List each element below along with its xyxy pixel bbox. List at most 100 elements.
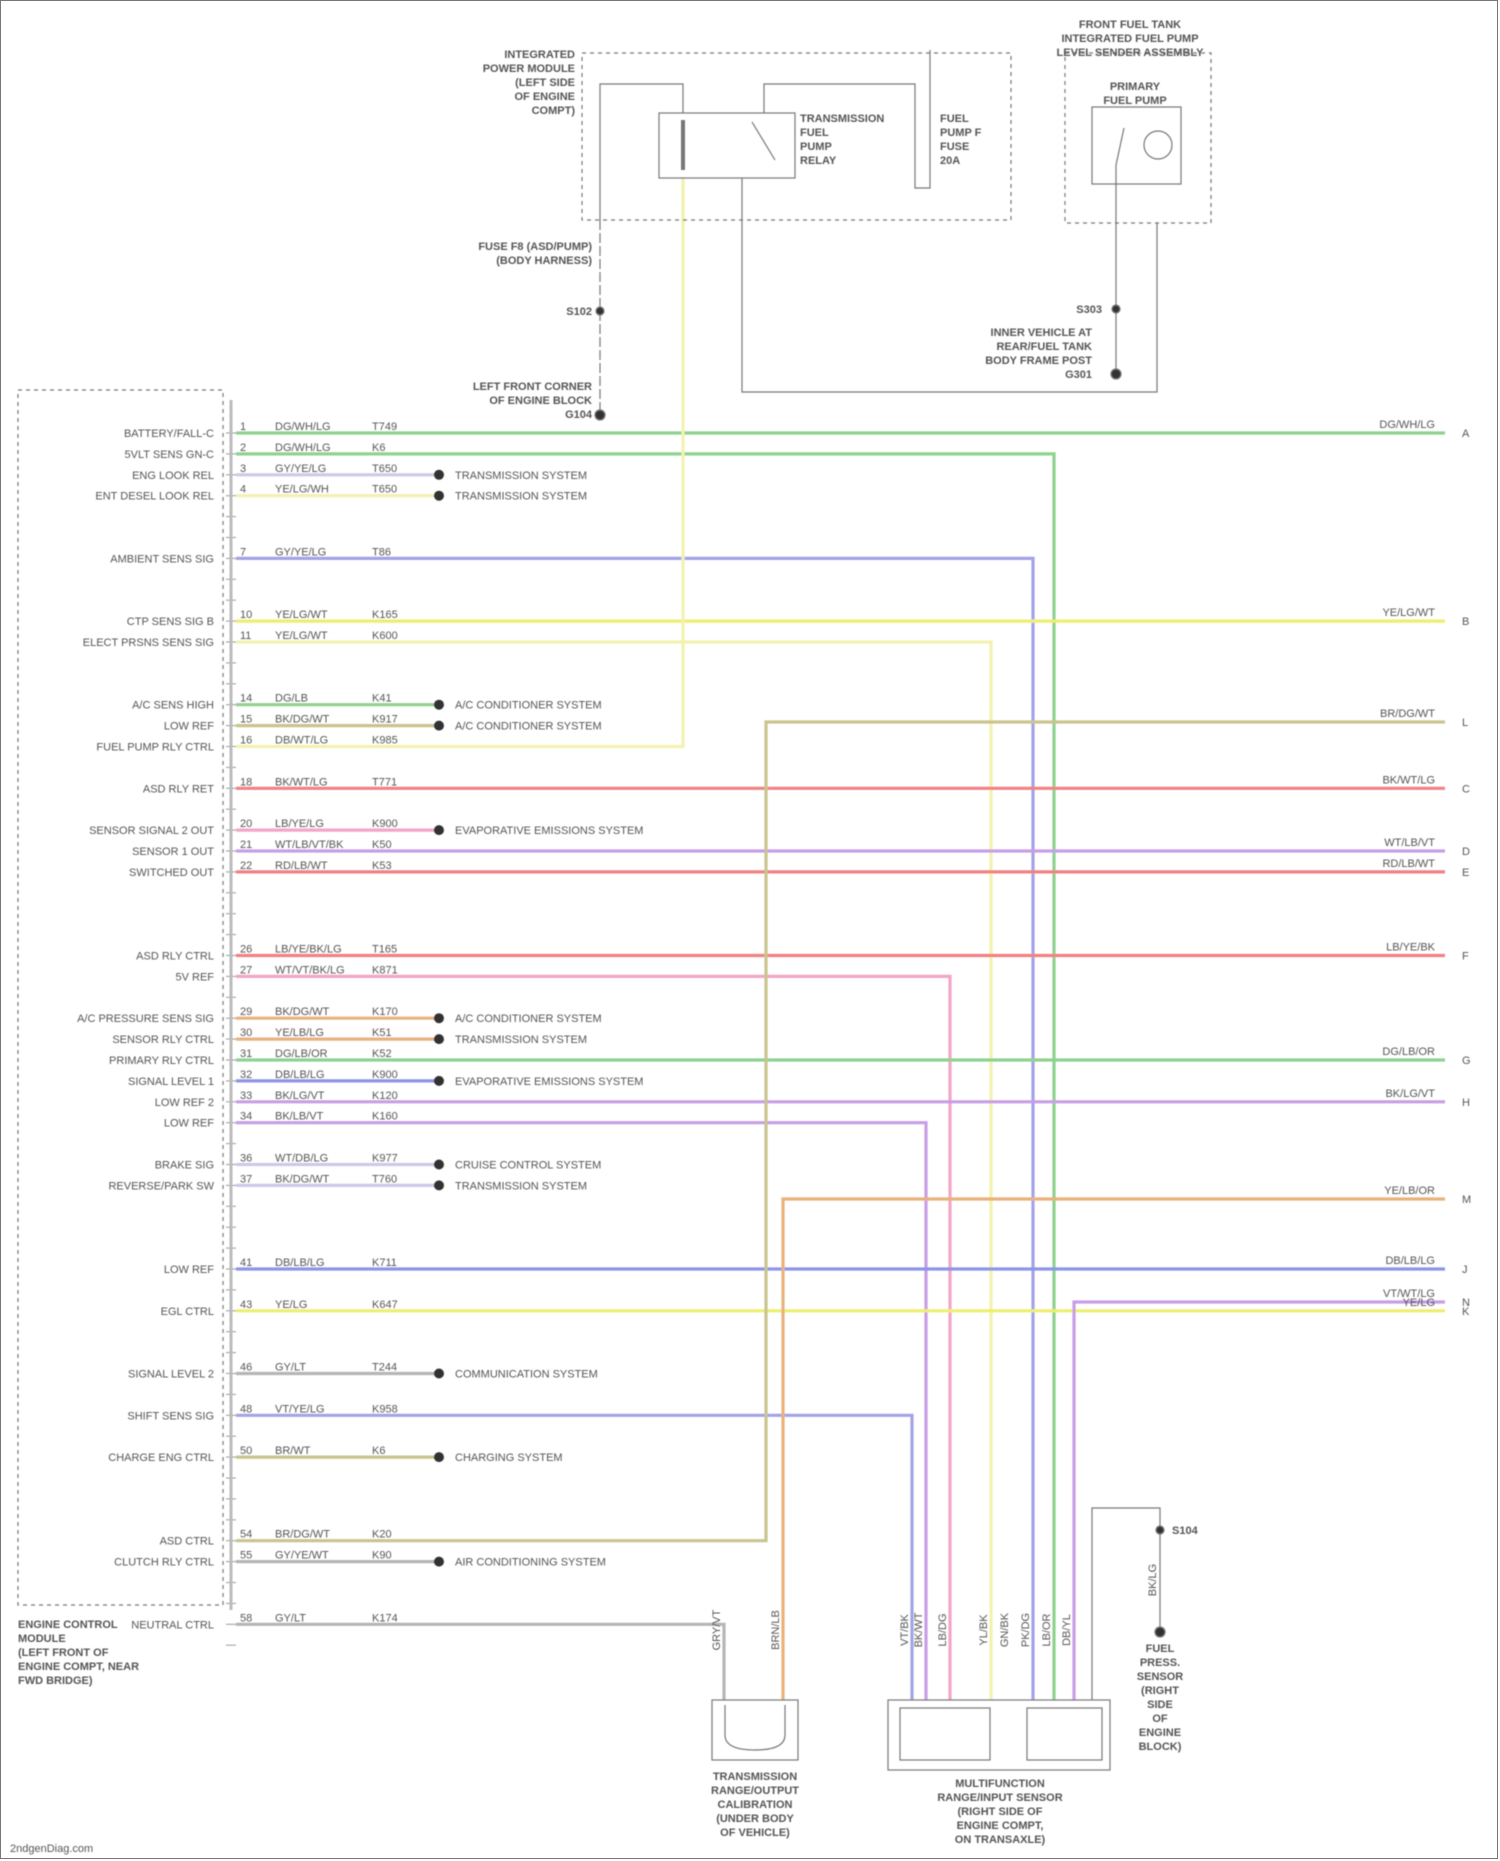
relay-label: PUMP <box>800 141 832 153</box>
switch-right-label: PRESS. <box>1140 1657 1180 1669</box>
wire-color-code: BK/WT/LG <box>275 776 328 788</box>
connection-dot <box>434 1159 444 1170</box>
fuel-level-sender-icon <box>1115 127 1125 166</box>
splice-dot-left <box>595 306 605 316</box>
fuse-ref-label: (BODY HARNESS) <box>496 255 592 267</box>
pin-function-label: ENT DESEL LOOK REL <box>95 491 214 503</box>
bottom-wire-label: LB/DG <box>937 1613 949 1646</box>
wire-pin-2 <box>236 452 1056 1700</box>
connector-letter: H <box>1462 1097 1470 1109</box>
circuit-number: K170 <box>372 1006 398 1018</box>
destination-system-label: TRANSMISSION SYSTEM <box>455 1034 587 1046</box>
wire-color-code: DG/LB <box>275 693 308 705</box>
multifunction-connector-right <box>1026 1707 1103 1761</box>
pin-function-label: ELECT PRSNS SENS SIG <box>83 637 214 649</box>
sensor-mid-label: RANGE/INPUT SENSOR <box>937 1792 1062 1804</box>
multifunction-sensor-box <box>887 1699 1111 1771</box>
circuit-number: T165 <box>372 944 397 956</box>
bottom-wire-label: BRN/LB <box>770 1610 782 1650</box>
pin-function-label: FUEL PUMP RLY CTRL <box>96 742 214 754</box>
circuit-number: K51 <box>372 1027 392 1039</box>
right-wire-label: DG/WH/LG <box>1379 419 1435 431</box>
connector-letter: M <box>1462 1194 1471 1206</box>
destination-system-label: CRUISE CONTROL SYSTEM <box>455 1160 601 1172</box>
pin-number: 16 <box>240 735 252 747</box>
circuit-number: T771 <box>372 776 397 788</box>
right-wire-label: VT/WT/LG <box>1383 1288 1435 1300</box>
pin-number: 43 <box>240 1299 252 1311</box>
circuit-number: K20 <box>372 1529 392 1541</box>
bottom-wire-label: DB/YL <box>1061 1614 1073 1646</box>
bottom-wire-label: GN/BK <box>999 1612 1011 1647</box>
connector-letter: J <box>1462 1264 1468 1276</box>
pin-number: 21 <box>240 839 252 851</box>
connection-dot <box>434 1180 444 1191</box>
relay-fuse-label: FUSE <box>940 141 969 153</box>
pin-function-label: SIGNAL LEVEL 1 <box>128 1076 214 1088</box>
connection-dot <box>434 1013 444 1024</box>
fuel-pump-box <box>1091 106 1182 185</box>
wire-pin-54 <box>236 720 1445 1543</box>
wire-color-code: DB/LB/LG <box>275 1257 325 1269</box>
circuit-number: T244 <box>372 1362 397 1374</box>
pin-number: 10 <box>240 609 252 621</box>
connector-letter: A <box>1462 428 1470 440</box>
pin-function-label: CLUTCH RLY CTRL <box>114 1557 214 1569</box>
circuit-number: K871 <box>372 964 398 976</box>
pin-function-label: SENSOR 1 OUT <box>132 846 214 858</box>
fuel-pump-relay-box <box>658 112 796 179</box>
switch-ground-dot <box>1154 1626 1166 1638</box>
connection-dot <box>434 1075 444 1086</box>
wire-color-code: BK/DG/WT <box>275 1173 330 1185</box>
pin-function-label: CHARGE ENG CTRL <box>108 1452 214 1464</box>
circuit-number: T760 <box>372 1173 397 1185</box>
pin-function-label: SENSOR RLY CTRL <box>112 1034 214 1046</box>
right-wire-label: DG/LB/OR <box>1382 1046 1435 1058</box>
pin-function-label: CTP SENS SIG B <box>127 616 214 628</box>
switch-splice-dot <box>1155 1525 1165 1535</box>
fuse-block-label: OF ENGINE <box>514 91 575 103</box>
bottom-wire-label: LB/OR <box>1041 1613 1053 1646</box>
connection-dot <box>434 699 444 710</box>
pin-number: 41 <box>240 1257 252 1269</box>
right-wire-label: RD/LB/WT <box>1382 858 1435 870</box>
wire-color-code: DG/LB/OR <box>275 1048 328 1060</box>
pin-function-label: EGL CTRL <box>161 1306 214 1318</box>
wire-color-code: WT/VT/BK/LG <box>275 964 345 976</box>
connection-dot <box>434 825 444 836</box>
pcm-outline <box>17 389 224 1606</box>
wire-pin-11 <box>236 640 993 1700</box>
pin-number: 31 <box>240 1048 252 1060</box>
connection-dot <box>434 1556 444 1567</box>
pump-module-label: INTEGRATED FUEL PUMP <box>1061 33 1198 45</box>
pin-function-label: LOW REF <box>164 1118 214 1130</box>
connector-letter: G <box>1462 1055 1471 1067</box>
wire-color-code: VT/YE/LG <box>275 1403 325 1415</box>
pump-label: FUEL PUMP <box>1103 95 1166 107</box>
ground-right-label: G301 <box>1065 369 1092 381</box>
pcm-label: ENGINE CONTROL <box>18 1619 118 1631</box>
pin-function-label: NEUTRAL CTRL <box>131 1619 214 1631</box>
pin-number: 18 <box>240 776 252 788</box>
wire-pin-34 <box>236 1121 928 1700</box>
ground-dot-left <box>594 409 606 421</box>
right-wire-label: BK/WT/LG <box>1382 774 1435 786</box>
pin-number: 26 <box>240 944 252 956</box>
pin-number: 15 <box>240 714 252 726</box>
connection-dot <box>434 1452 444 1463</box>
pin-number: 46 <box>240 1362 252 1374</box>
pin-number: 32 <box>240 1069 252 1081</box>
circuit-number: K917 <box>372 714 398 726</box>
pin-function-label: A/C SENS HIGH <box>132 700 214 712</box>
wire-color-code: YE/LG/WT <box>275 609 328 621</box>
circuit-number: T650 <box>372 463 397 475</box>
pin-number: 34 <box>240 1111 252 1123</box>
connector-letter: L <box>1462 717 1468 729</box>
connector-letter: K <box>1462 1306 1470 1318</box>
fuse-ref-label: FUSE F8 (ASD/PUMP) <box>478 241 592 253</box>
wire-color-code: DG/WH/LG <box>275 442 331 454</box>
destination-system-label: EVAPORATIVE EMISSIONS SYSTEM <box>455 825 643 837</box>
circuit-number: K6 <box>372 1445 385 1457</box>
bottom-wire-label: YL/BK <box>978 1614 990 1646</box>
pin-function-label: 5V REF <box>175 971 214 983</box>
